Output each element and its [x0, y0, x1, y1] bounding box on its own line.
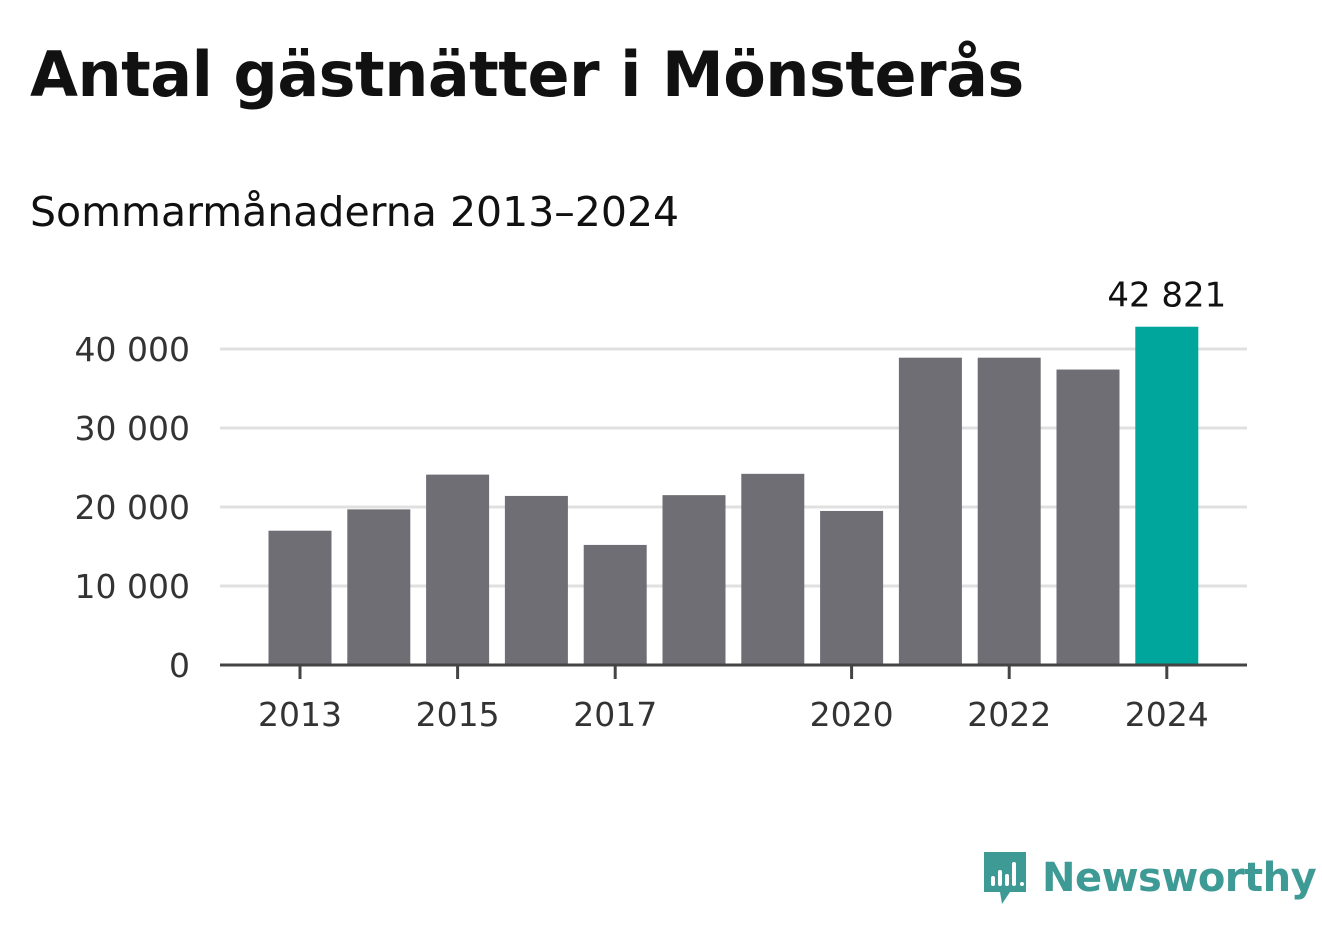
x-tick-label: 2015 [416, 695, 500, 734]
x-tick-label: 2024 [1125, 695, 1209, 734]
x-axis-ticks: 2013 2015 2017 2020 2022 2024 [258, 665, 1209, 734]
y-tick-label: 0 [169, 646, 190, 685]
x-tick-label: 2020 [810, 695, 894, 734]
bar-2016 [504, 495, 568, 665]
newsworthy-logo: Newsworthy [980, 848, 1317, 908]
bar-2021 [898, 357, 962, 665]
y-axis-ticks: 0 10 000 20 000 30 000 40 000 [75, 330, 190, 685]
bar-2020 [820, 510, 884, 665]
chart-subtitle: Sommarmånaderna 2013–2024 [30, 188, 680, 236]
brand-name: Newsworthy [1042, 855, 1317, 901]
bar-2019 [741, 473, 805, 665]
bar-2015 [426, 474, 490, 665]
x-tick-label: 2013 [258, 695, 342, 734]
newsworthy-chart-icon [984, 852, 1026, 904]
y-tick-label: 30 000 [75, 409, 190, 448]
data-labels: 42 821 [1107, 276, 1226, 316]
bar-2024 [1135, 326, 1199, 665]
y-tick-label: 40 000 [75, 330, 190, 369]
bar-2018 [662, 495, 726, 665]
y-tick-label: 10 000 [75, 567, 190, 606]
x-tick-label: 2022 [967, 695, 1051, 734]
data-label-2024: 42 821 [1107, 276, 1226, 316]
bar-2017 [583, 544, 647, 665]
y-tick-label: 20 000 [75, 488, 190, 527]
bar-2013 [268, 530, 332, 665]
bars [268, 326, 1199, 665]
chart-title: Antal gästnätter i Mönsterås [30, 38, 1024, 111]
bar-2014 [347, 509, 411, 665]
x-tick-label: 2017 [573, 695, 657, 734]
bar-2023 [1056, 369, 1120, 665]
bar-2022 [977, 357, 1041, 665]
